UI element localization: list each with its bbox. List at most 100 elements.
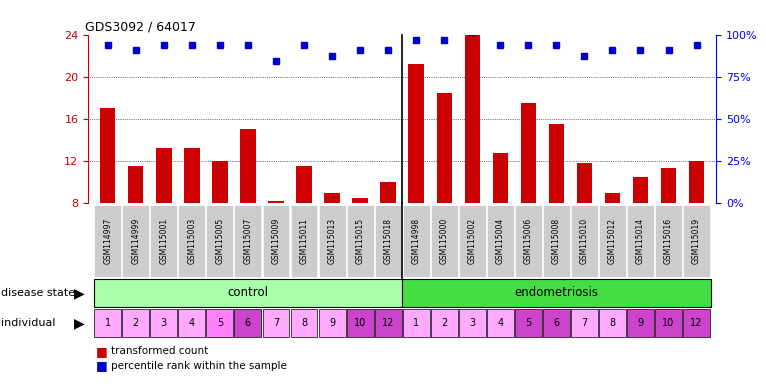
Text: individual: individual <box>1 318 55 328</box>
FancyBboxPatch shape <box>655 205 682 276</box>
Text: 6: 6 <box>245 318 251 328</box>
FancyBboxPatch shape <box>543 205 570 276</box>
Bar <box>100 108 116 203</box>
FancyBboxPatch shape <box>403 309 430 337</box>
Text: control: control <box>228 286 268 300</box>
Bar <box>493 152 508 203</box>
Text: 3: 3 <box>470 318 476 328</box>
FancyBboxPatch shape <box>599 309 626 337</box>
FancyBboxPatch shape <box>234 205 261 276</box>
FancyBboxPatch shape <box>150 309 177 337</box>
Bar <box>548 124 564 203</box>
Text: endometriosis: endometriosis <box>515 286 598 300</box>
Bar <box>521 103 536 203</box>
Bar <box>633 177 648 203</box>
FancyBboxPatch shape <box>93 279 402 307</box>
Bar <box>661 168 676 203</box>
FancyBboxPatch shape <box>571 309 598 337</box>
FancyBboxPatch shape <box>375 309 401 337</box>
Bar <box>604 193 620 203</box>
Text: GSM115003: GSM115003 <box>188 217 196 264</box>
Bar <box>408 64 424 203</box>
Text: GSM115015: GSM115015 <box>355 217 365 264</box>
Bar <box>184 148 200 203</box>
Bar <box>156 148 172 203</box>
Text: 9: 9 <box>329 318 335 328</box>
FancyBboxPatch shape <box>123 309 149 337</box>
Text: 1: 1 <box>105 318 111 328</box>
Bar <box>381 182 396 203</box>
FancyBboxPatch shape <box>290 205 317 276</box>
Text: ▶: ▶ <box>74 316 85 330</box>
Text: transformed count: transformed count <box>111 346 208 356</box>
Bar <box>128 166 143 203</box>
Text: 8: 8 <box>610 318 616 328</box>
Text: ■: ■ <box>96 359 107 372</box>
FancyBboxPatch shape <box>459 205 486 276</box>
FancyBboxPatch shape <box>515 309 542 337</box>
Bar <box>241 129 256 203</box>
Text: 5: 5 <box>217 318 223 328</box>
Text: ▶: ▶ <box>74 286 85 300</box>
FancyBboxPatch shape <box>347 309 374 337</box>
Bar <box>689 161 704 203</box>
Text: GSM115010: GSM115010 <box>580 217 589 264</box>
Text: GSM114999: GSM114999 <box>131 217 140 264</box>
Bar <box>577 163 592 203</box>
FancyBboxPatch shape <box>402 279 711 307</box>
FancyBboxPatch shape <box>94 205 121 276</box>
Text: 10: 10 <box>663 318 675 328</box>
Text: GSM115016: GSM115016 <box>664 217 673 264</box>
Text: GSM115006: GSM115006 <box>524 217 533 264</box>
FancyBboxPatch shape <box>123 205 149 276</box>
Text: 7: 7 <box>581 318 588 328</box>
FancyBboxPatch shape <box>571 205 598 276</box>
Text: 4: 4 <box>188 318 195 328</box>
Bar <box>437 93 452 203</box>
Text: 2: 2 <box>441 318 447 328</box>
Text: 9: 9 <box>637 318 643 328</box>
Text: 6: 6 <box>553 318 559 328</box>
Text: GSM115019: GSM115019 <box>692 217 701 264</box>
FancyBboxPatch shape <box>487 205 514 276</box>
FancyBboxPatch shape <box>94 309 121 337</box>
Text: 10: 10 <box>354 318 366 328</box>
Bar <box>296 166 312 203</box>
Text: disease state: disease state <box>1 288 75 298</box>
Text: 2: 2 <box>133 318 139 328</box>
FancyBboxPatch shape <box>515 205 542 276</box>
FancyBboxPatch shape <box>459 309 486 337</box>
Text: GDS3092 / 64017: GDS3092 / 64017 <box>85 20 196 33</box>
FancyBboxPatch shape <box>206 309 234 337</box>
FancyBboxPatch shape <box>543 309 570 337</box>
Text: 3: 3 <box>161 318 167 328</box>
Bar <box>352 198 368 203</box>
FancyBboxPatch shape <box>263 205 290 276</box>
FancyBboxPatch shape <box>683 309 710 337</box>
Text: 4: 4 <box>497 318 503 328</box>
FancyBboxPatch shape <box>178 205 205 276</box>
Text: GSM115011: GSM115011 <box>300 218 309 263</box>
Text: GSM115000: GSM115000 <box>440 217 449 264</box>
FancyBboxPatch shape <box>290 309 317 337</box>
Text: 12: 12 <box>382 318 394 328</box>
Text: GSM115008: GSM115008 <box>552 217 561 264</box>
FancyBboxPatch shape <box>683 205 710 276</box>
Text: GSM114997: GSM114997 <box>103 217 112 264</box>
Text: GSM115002: GSM115002 <box>468 217 476 264</box>
Text: GSM115018: GSM115018 <box>384 218 393 263</box>
Text: 7: 7 <box>273 318 279 328</box>
FancyBboxPatch shape <box>178 309 205 337</box>
Text: 5: 5 <box>525 318 532 328</box>
FancyBboxPatch shape <box>263 309 290 337</box>
Bar <box>212 161 228 203</box>
FancyBboxPatch shape <box>234 309 261 337</box>
Bar <box>464 35 480 203</box>
Text: ■: ■ <box>96 345 107 358</box>
Text: percentile rank within the sample: percentile rank within the sample <box>111 361 287 371</box>
Text: GSM115004: GSM115004 <box>496 217 505 264</box>
Text: GSM115001: GSM115001 <box>159 217 169 264</box>
FancyBboxPatch shape <box>627 309 654 337</box>
FancyBboxPatch shape <box>150 205 177 276</box>
Text: GSM115013: GSM115013 <box>328 217 336 264</box>
